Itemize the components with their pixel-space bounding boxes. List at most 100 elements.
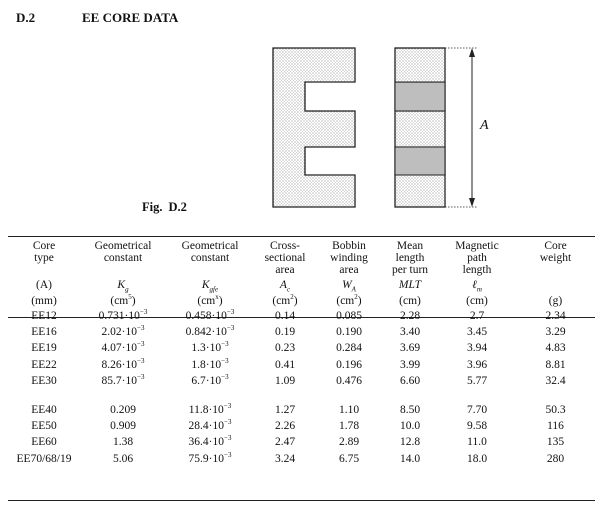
cell-kg: 0.731·10−3 bbox=[98, 308, 148, 322]
cell-kg: 8.26·10−3 bbox=[101, 356, 145, 371]
cell-mlt: 14.0 bbox=[399, 452, 421, 465]
cell-lm: 3.45 bbox=[466, 326, 488, 339]
symbol-weight bbox=[516, 279, 595, 291]
cell-ac: 3.24 bbox=[274, 452, 296, 465]
table-top-rule bbox=[8, 236, 595, 237]
cell-kgfe: 36.4·10−3 bbox=[188, 434, 232, 449]
table-row: EE30 85.7·10−3 6.7·10−3 1.09 0.476 6.60 5.77 32… bbox=[8, 372, 595, 391]
cell-kg: 1.38 bbox=[112, 436, 134, 449]
table-row: EE50 0.909 28.4·10−3 2.26 1.78 10.0 9.58 116 bbox=[8, 418, 595, 436]
cell-weight: 8.81 bbox=[545, 358, 566, 371]
cell-kg: 85.7·10−3 bbox=[101, 372, 145, 387]
dimension-arrow-bottom bbox=[469, 198, 475, 207]
cell-core-type: EE60 bbox=[31, 436, 57, 449]
header-weight: Core weight bbox=[539, 240, 572, 264]
cell-weight: 4.83 bbox=[545, 342, 566, 355]
cell-lm: 5.77 bbox=[466, 374, 488, 387]
cell-core-type: EE50 bbox=[31, 420, 57, 433]
header-kg: Geometrical constant bbox=[94, 240, 152, 264]
table-bottom-rule bbox=[8, 500, 595, 501]
cell-ac: 0.14 bbox=[274, 310, 296, 322]
cell-kgfe: 6.7·10−3 bbox=[191, 372, 229, 387]
cell-ac: 0.41 bbox=[274, 358, 296, 371]
unit-core-type: (mm) bbox=[31, 295, 57, 307]
cell-ac: 2.26 bbox=[274, 420, 296, 433]
cell-kg: 0.209 bbox=[110, 403, 136, 416]
unit-wa: (cm2) bbox=[336, 293, 362, 307]
cell-wa: 1.10 bbox=[338, 403, 360, 416]
e-core-shape bbox=[272, 47, 356, 208]
cell-wa: 0.284 bbox=[336, 342, 362, 355]
section-number: D.2 bbox=[16, 10, 36, 25]
cell-lm: 3.96 bbox=[466, 358, 488, 371]
header-mlt: Mean length per turn bbox=[391, 240, 429, 276]
cell-mlt: 12.8 bbox=[399, 436, 421, 449]
cell-mlt: 3.40 bbox=[399, 326, 421, 339]
cell-lm: 2.7 bbox=[469, 310, 485, 322]
cell-weight: 135 bbox=[546, 436, 565, 449]
cell-wa: 0.476 bbox=[336, 374, 362, 387]
cell-core-type: EE40 bbox=[31, 403, 57, 416]
i-core-outer bbox=[394, 47, 446, 208]
symbol-row: (A) Kg Kgfe Ac WA MLT ℓm bbox=[8, 279, 595, 294]
cell-mlt: 10.0 bbox=[399, 420, 421, 433]
symbol-lm: ℓm bbox=[472, 279, 482, 294]
symbol-kgfe: Kgfe bbox=[201, 279, 219, 294]
cell-kgfe: 1.8·10−3 bbox=[191, 356, 229, 371]
table-body: EE12 0.731·10−3 0.458·10−3 0.14 0.085 2.28 2.7… bbox=[8, 307, 595, 469]
dimension-arrow-top bbox=[469, 48, 475, 57]
symbol-ac: Ac bbox=[279, 279, 291, 294]
cell-weight: 3.29 bbox=[545, 326, 566, 339]
cell-wa: 0.190 bbox=[336, 326, 362, 339]
table-row: EE22 8.26·10−3 1.8·10−3 0.41 0.196 3.99 3.96 8.… bbox=[8, 356, 595, 375]
symbol-core-type: (A) bbox=[36, 279, 52, 291]
cell-kgfe: 28.4·10−3 bbox=[188, 418, 232, 433]
cell-wa: 1.78 bbox=[338, 420, 360, 433]
cell-ac: 1.09 bbox=[274, 374, 296, 387]
cell-ac: 0.23 bbox=[274, 342, 296, 355]
symbol-kg: Kg bbox=[117, 279, 129, 294]
header-lm: Magnetic path length bbox=[455, 240, 499, 276]
table-row: EE60 1.38 36.4·10−3 2.47 2.89 12.8 11.0 135 bbox=[8, 434, 595, 452]
cell-kgfe: 1.3·10−3 bbox=[191, 340, 229, 355]
unit-weight: (g) bbox=[548, 295, 563, 307]
cell-kgfe: 75.9·10−3 bbox=[188, 450, 232, 465]
cell-weight: 116 bbox=[547, 420, 564, 433]
cell-lm: 7.70 bbox=[466, 403, 488, 416]
unit-ac: (cm2) bbox=[272, 293, 298, 307]
cell-lm: 9.58 bbox=[466, 420, 488, 433]
header-wa: Bobbin winding area bbox=[330, 240, 368, 276]
cell-core-type: EE22 bbox=[31, 358, 57, 371]
cell-lm: 18.0 bbox=[466, 452, 488, 465]
ee-core-drawing bbox=[272, 47, 478, 208]
cell-kg: 2.02·10−3 bbox=[101, 324, 145, 339]
winding-section-bottom bbox=[394, 146, 446, 176]
cell-wa: 6.75 bbox=[338, 452, 360, 465]
cell-core-type: EE12 bbox=[31, 310, 57, 322]
cell-kg: 0.909 bbox=[110, 420, 136, 433]
header-ac: Cross-sectional area bbox=[264, 240, 306, 276]
cell-core-type: EE30 bbox=[31, 374, 57, 387]
cell-wa: 2.89 bbox=[338, 436, 360, 449]
header-core-type: Core type bbox=[32, 240, 56, 264]
cell-ac: 1.27 bbox=[274, 403, 296, 416]
table-row: EE16 2.02·10−3 0.842·10−3 0.19 0.190 3.40 3.45… bbox=[8, 324, 595, 342]
cell-core-type: EE19 bbox=[31, 342, 57, 355]
unit-kgfe: (cmx) bbox=[197, 293, 223, 307]
unit-mlt: (cm) bbox=[399, 295, 421, 307]
cell-lm: 3.94 bbox=[466, 342, 488, 355]
section-title: EE CORE DATA bbox=[82, 10, 179, 25]
table-row: EE70/68/19 5.06 75.9·10−3 3.24 6.75 14.0 18.0 2… bbox=[8, 450, 595, 469]
cell-ac: 2.47 bbox=[274, 436, 296, 449]
cell-mlt: 8.50 bbox=[399, 403, 421, 416]
table-header-row: Core type Geometrical constant Geometrical… bbox=[8, 240, 595, 279]
winding-section-top bbox=[394, 81, 446, 112]
units-row: (mm) (cm5) (cmx) (cm2) (cm2) (cm) (cm) (… bbox=[8, 291, 595, 307]
cell-wa: 0.196 bbox=[336, 358, 362, 371]
unit-lm: (cm) bbox=[466, 295, 488, 307]
cell-kgfe: 0.458·10−3 bbox=[185, 308, 235, 322]
cell-kgfe: 11.8·10−3 bbox=[188, 402, 232, 416]
cell-kg: 5.06 bbox=[112, 452, 134, 465]
table-row: EE40 0.209 11.8·10−3 1.27 1.10 8.50 7.70 50.3 bbox=[8, 402, 595, 420]
group-spacer bbox=[8, 391, 595, 404]
